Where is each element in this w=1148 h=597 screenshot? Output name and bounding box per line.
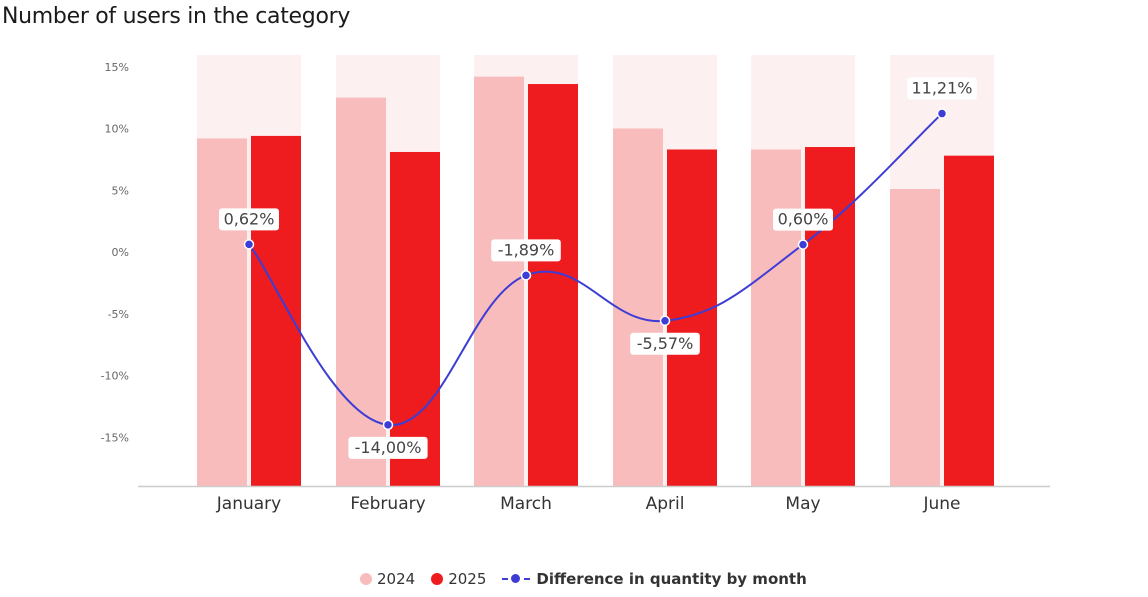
difference-line bbox=[248, 112, 943, 426]
legend-label-2025: 2025 bbox=[448, 570, 487, 588]
legend-item-difference[interactable]: Difference in quantity by month bbox=[502, 570, 807, 588]
bar-2025-february[interactable] bbox=[390, 151, 440, 486]
bar-2024-may[interactable] bbox=[751, 149, 801, 486]
diff-label-march: -1,89% bbox=[498, 240, 555, 259]
diff-label-february: -14,00% bbox=[355, 438, 422, 457]
diff-label-april: -5,57% bbox=[637, 334, 694, 353]
y-ticks: 15% 10% 5% 0% -5% -10% -15% bbox=[101, 61, 129, 445]
diff-label-bg-february bbox=[348, 436, 428, 459]
legend-label-2024: 2024 bbox=[377, 570, 416, 588]
diff-point-april[interactable] bbox=[659, 315, 671, 327]
y-tick-label: -15% bbox=[101, 431, 129, 444]
legend-line-swatch bbox=[502, 573, 531, 585]
bar-2025-may[interactable] bbox=[805, 147, 855, 486]
y-tick-label: 5% bbox=[112, 184, 129, 197]
diff-label-may: 0,60% bbox=[778, 210, 829, 229]
y-tick-label: 15% bbox=[105, 61, 129, 74]
bar-2025-january[interactable] bbox=[251, 135, 301, 486]
bar-2024-april[interactable] bbox=[613, 128, 663, 487]
bar-2025-june[interactable] bbox=[944, 155, 994, 487]
x-tick-january: January bbox=[216, 494, 281, 514]
difference-labels: 0,62% -14,00% -1,89% -5,57% 0,60% 11,21% bbox=[219, 77, 977, 459]
bar-2024-february[interactable] bbox=[336, 97, 386, 486]
legend-label-difference: Difference in quantity by month bbox=[536, 570, 807, 588]
diff-point-march[interactable] bbox=[520, 270, 532, 281]
diff-point-february[interactable] bbox=[382, 419, 394, 431]
bars bbox=[197, 76, 994, 487]
y-tick-label: -10% bbox=[101, 370, 129, 383]
bar-2024-january[interactable] bbox=[197, 138, 247, 486]
bar-2024-june[interactable] bbox=[890, 189, 940, 486]
bar-2025-april[interactable] bbox=[667, 149, 717, 486]
y-tick-label: -5% bbox=[108, 308, 129, 321]
diff-point-may[interactable] bbox=[797, 239, 809, 250]
diff-label-bg-april bbox=[630, 332, 700, 355]
background-bands bbox=[197, 55, 994, 486]
diff-point-january[interactable] bbox=[243, 239, 255, 250]
diff-label-june: 11,21% bbox=[911, 79, 972, 98]
x-ticks: January February March April May June bbox=[216, 494, 961, 514]
x-tick-may: May bbox=[785, 494, 820, 514]
legend-dot-2024 bbox=[360, 573, 372, 585]
legend-item-2025[interactable]: 2025 bbox=[431, 570, 486, 588]
x-tick-march: March bbox=[500, 494, 552, 514]
legend-item-2024[interactable]: 2024 bbox=[360, 570, 415, 588]
diff-label-january: 0,62% bbox=[224, 209, 275, 228]
diff-label-bg-march bbox=[491, 239, 561, 262]
bar-2025-march[interactable] bbox=[528, 84, 578, 486]
legend-dot-2025 bbox=[431, 573, 444, 585]
x-tick-june: June bbox=[922, 494, 960, 514]
legend: 2024 2025 Difference in quantity by mont… bbox=[360, 570, 823, 588]
diff-label-bg-january bbox=[219, 208, 279, 231]
chart-title: Number of users in the category bbox=[2, 4, 351, 29]
y-tick-label: 0% bbox=[112, 246, 129, 259]
x-tick-february: February bbox=[350, 494, 425, 514]
diff-label-bg-june bbox=[907, 77, 977, 100]
difference-points bbox=[243, 108, 948, 431]
diff-label-bg-may bbox=[773, 208, 833, 231]
y-tick-label: 10% bbox=[105, 123, 129, 136]
diff-point-june[interactable] bbox=[936, 108, 948, 119]
x-tick-april: April bbox=[646, 494, 685, 514]
